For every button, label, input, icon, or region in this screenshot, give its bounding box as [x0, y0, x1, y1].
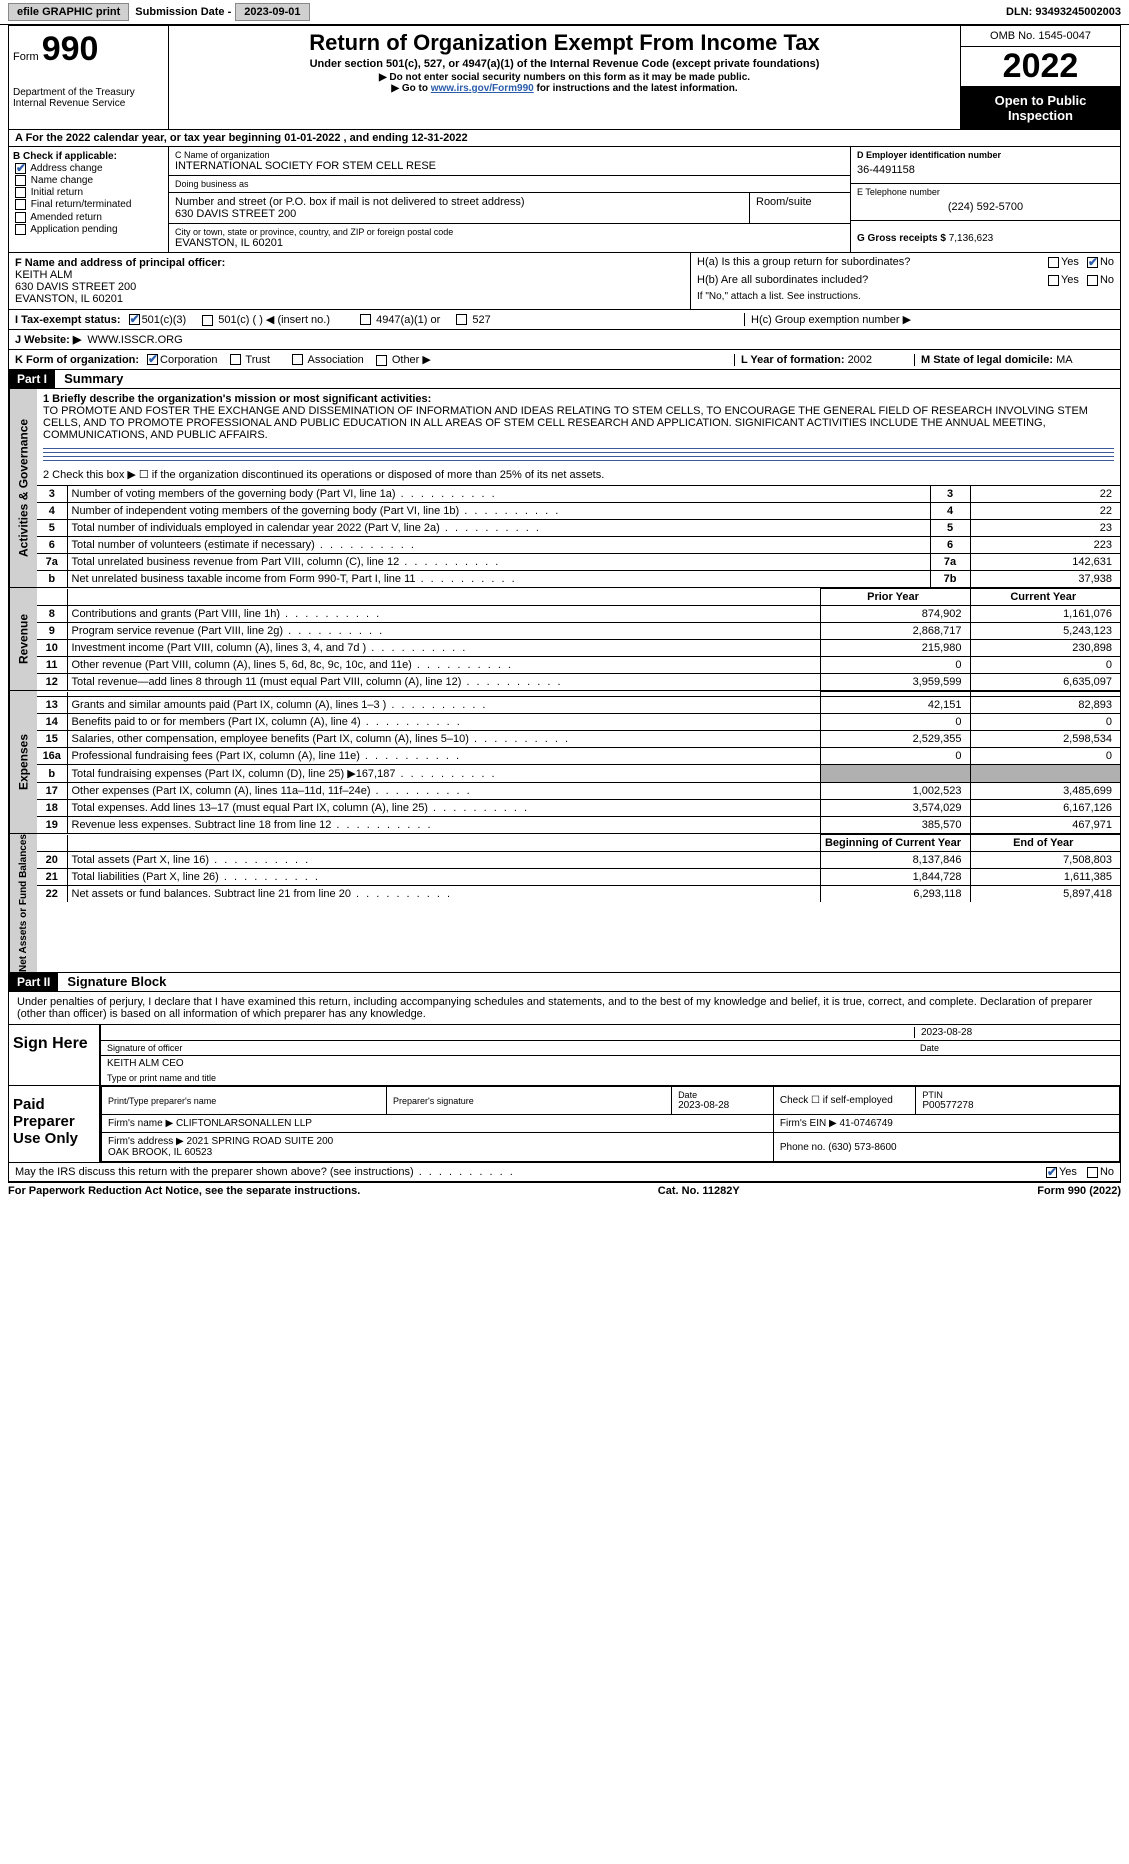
expenses-table: 13Grants and similar amounts paid (Part … — [37, 691, 1120, 833]
name-change-checkbox[interactable] — [15, 175, 26, 186]
ptin: P00577278 — [922, 1100, 1113, 1111]
mission-text: TO PROMOTE AND FOSTER THE EXCHANGE AND D… — [43, 405, 1114, 441]
net-assets-table: Beginning of Current YearEnd of Year20To… — [37, 834, 1120, 902]
net-assets-section: Net Assets or Fund Balances Beginning of… — [9, 834, 1120, 973]
discuss-yes-checkbox[interactable] — [1046, 1167, 1057, 1178]
org-name: INTERNATIONAL SOCIETY FOR STEM CELL RESE — [175, 160, 844, 172]
ha-yes-checkbox[interactable] — [1048, 257, 1059, 268]
line-2: 2 Check this box ▶ ☐ if the organization… — [37, 464, 1120, 485]
officer-signature-line[interactable] — [107, 1027, 914, 1038]
line-i: I Tax-exempt status: 501(c)(3) 501(c) ( … — [9, 310, 1120, 330]
street-address: 630 DAVIS STREET 200 — [175, 208, 743, 220]
discuss-with-preparer: May the IRS discuss this return with the… — [9, 1163, 1120, 1182]
application-pending-checkbox[interactable] — [15, 224, 26, 235]
discuss-no-checkbox[interactable] — [1087, 1167, 1098, 1178]
dln: DLN: 93493245002003 — [1006, 6, 1121, 18]
privacy-note: ▶ Do not enter social security numbers o… — [177, 72, 952, 83]
501c3-checkbox[interactable] — [129, 314, 140, 325]
officer-h-block: F Name and address of principal officer:… — [9, 253, 1120, 310]
form-subtitle: Under section 501(c), 527, or 4947(a)(1)… — [177, 58, 952, 70]
entity-block: B Check if applicable: Address change Na… — [9, 147, 1120, 253]
tax-year: 2022 — [961, 47, 1120, 87]
part-i-header: Part I Summary — [9, 370, 1120, 389]
page-footer: For Paperwork Reduction Act Notice, see … — [0, 1183, 1129, 1199]
paid-preparer-block: Paid Preparer Use Only Print/Type prepar… — [9, 1086, 1120, 1163]
submission-date-button[interactable]: 2023-09-01 — [235, 3, 309, 21]
hb-no-checkbox[interactable] — [1087, 275, 1098, 286]
part-ii-header: Part II Signature Block — [9, 973, 1120, 992]
efile-print-button[interactable]: efile GRAPHIC print — [8, 3, 129, 21]
perjury-statement: Under penalties of perjury, I declare th… — [9, 992, 1120, 1025]
signature-date: 2023-08-28 — [914, 1027, 1114, 1038]
final-return-checkbox[interactable] — [15, 199, 26, 210]
gross-receipts: 7,136,623 — [949, 233, 994, 244]
expenses-section: Expenses 13Grants and similar amounts pa… — [9, 691, 1120, 834]
top-bar: efile GRAPHIC print Submission Date - 20… — [0, 0, 1129, 25]
trust-checkbox[interactable] — [230, 354, 241, 365]
officer-printed-name: KEITH ALM CEO — [107, 1058, 184, 1069]
omb-number: OMB No. 1545-0047 — [961, 26, 1120, 47]
ein: 36-4491158 — [857, 160, 1114, 180]
initial-return-checkbox[interactable] — [15, 187, 26, 198]
open-to-public: Open to Public Inspection — [961, 87, 1120, 129]
telephone: (224) 592-5700 — [857, 197, 1114, 217]
sign-here-block: Sign Here 2023-08-28 Signature of office… — [9, 1025, 1120, 1086]
line-j: J Website: ▶ WWW.ISSCR.ORG — [9, 330, 1120, 350]
instructions-note: ▶ Go to www.irs.gov/Form990 for instruct… — [177, 83, 952, 94]
firm-ein: 41-0746749 — [839, 1118, 892, 1129]
revenue-table: Prior YearCurrent Year8Contributions and… — [37, 588, 1120, 690]
amended-return-checkbox[interactable] — [15, 212, 26, 223]
line-a: A For the 2022 calendar year, or tax yea… — [9, 130, 1120, 147]
line-k: K Form of organization: Corporation Trus… — [9, 350, 1120, 370]
form-number: 990 — [42, 30, 99, 68]
col-b-checkboxes: B Check if applicable: Address change Na… — [9, 147, 169, 252]
officer-addr2: EVANSTON, IL 60201 — [15, 293, 684, 305]
submission-label: Submission Date - — [135, 6, 231, 18]
hb-yes-checkbox[interactable] — [1048, 275, 1059, 286]
officer-addr1: 630 DAVIS STREET 200 — [15, 281, 684, 293]
corp-checkbox[interactable] — [147, 354, 158, 365]
assoc-checkbox[interactable] — [292, 354, 303, 365]
governance-table: 3Number of voting members of the governi… — [37, 485, 1120, 587]
4947-checkbox[interactable] — [360, 314, 371, 325]
state-domicile: MA — [1056, 354, 1073, 366]
firm-phone: (630) 573-8600 — [828, 1142, 896, 1153]
form-header: Form 990 Department of the Treasury Inte… — [9, 26, 1120, 130]
address-change-checkbox[interactable] — [15, 163, 26, 174]
city-state-zip: EVANSTON, IL 60201 — [175, 237, 844, 249]
form-990: Form 990 Department of the Treasury Inte… — [8, 25, 1121, 1183]
527-checkbox[interactable] — [456, 314, 467, 325]
revenue-section: Revenue Prior YearCurrent Year8Contribut… — [9, 588, 1120, 691]
firm-name: CLIFTONLARSONALLEN LLP — [176, 1118, 312, 1129]
website: WWW.ISSCR.ORG — [87, 334, 182, 346]
ha-no-checkbox[interactable] — [1087, 257, 1098, 268]
officer-name: KEITH ALM — [15, 269, 684, 281]
other-checkbox[interactable] — [376, 355, 387, 366]
form-title: Return of Organization Exempt From Incom… — [177, 30, 952, 56]
hc-group-exemption: H(c) Group exemption number ▶ — [744, 313, 1114, 326]
year-formation: 2002 — [848, 354, 872, 366]
form-label: Form — [13, 51, 39, 63]
501c-checkbox[interactable] — [202, 315, 213, 326]
form990-link[interactable]: www.irs.gov/Form990 — [431, 83, 534, 94]
department: Department of the Treasury Internal Reve… — [13, 87, 164, 109]
activities-governance-section: Activities & Governance 1 Briefly descri… — [9, 389, 1120, 588]
